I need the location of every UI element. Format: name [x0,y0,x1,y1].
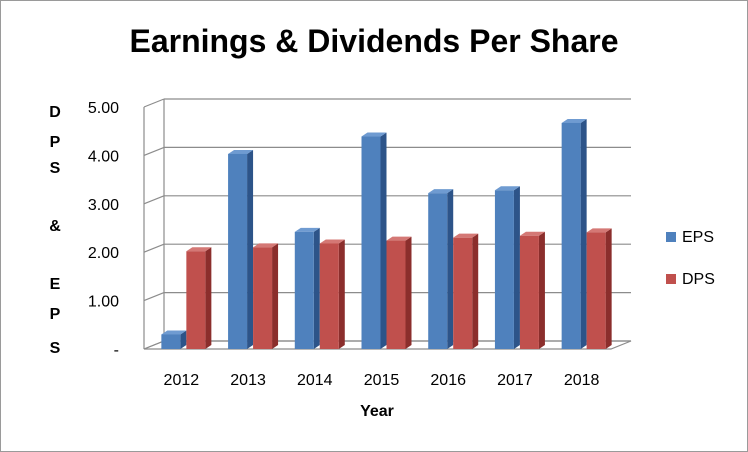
gridline-side [143,292,165,302]
bar-eps-2017 [494,186,520,349]
x-tick-label: 2018 [564,372,600,389]
bar-side [338,239,345,349]
bar-eps-2013 [228,149,254,349]
bar-front [586,232,606,349]
bar-side [513,186,520,349]
bar-side [580,118,587,349]
y-tick-label: 4.00 [88,148,119,165]
bar-side [538,231,545,349]
y-axis-title-letter: & [49,218,61,235]
x-tick-label: 2013 [230,372,266,389]
bar-top [519,231,545,236]
y-tick-label: - [114,342,119,359]
x-tick-label: 2017 [497,372,533,389]
bar-eps-2018 [561,118,587,349]
bar-dps-2013 [253,243,279,349]
bar-side [247,149,254,349]
bar-dps-2014 [319,239,345,349]
bar-front [294,231,314,349]
bar-side [447,189,454,349]
bar-dps-2012 [186,247,212,349]
bar-top [319,239,345,244]
bar-dps-2017 [519,231,545,349]
y-axis-title-letter: D [49,104,61,121]
gridline-side [143,195,165,205]
chart-title: Earnings & Dividends Per Share [129,23,618,59]
legend-label-eps: EPS [682,229,714,246]
bars [161,118,612,349]
y-axis-title-letter: P [50,306,61,323]
bar-side [472,233,479,349]
bar-top [561,118,587,123]
bar-eps-2014 [294,227,320,349]
bar-top [494,186,520,191]
bar-front [186,251,206,349]
x-axis-title: Year [360,403,394,420]
x-tick-label: 2014 [297,372,333,389]
bar-side [405,236,412,349]
bar-front [253,247,273,349]
bar-top [228,149,254,154]
legend-swatch-dps [666,274,676,284]
gridline-side [143,243,165,253]
bar-eps-2015 [361,132,387,349]
bar-side [605,228,612,349]
bar-side [180,330,187,349]
x-tick-label: 2015 [364,372,400,389]
bar-front [561,122,581,349]
bar-side [205,247,212,349]
bar-top [186,247,212,252]
legend: EPS DPS [666,229,715,288]
bar-dps-2016 [453,233,479,349]
bar-top [428,189,454,194]
bar-top [161,330,187,335]
y-axis-title: DPS&EPS [49,104,61,357]
y-axis-ticks: - 1.00 2.00 3.00 4.00 5.00 [88,100,119,359]
x-tick-label: 2016 [430,372,466,389]
y-tick-label: 3.00 [88,197,119,214]
x-axis-ticks: 2012 2013 2014 2015 2016 2017 2018 [164,372,600,389]
bar-top [586,228,612,233]
legend-swatch-eps [666,232,676,242]
bar-front [361,136,381,349]
gridline-side [143,98,165,108]
bar-top [253,243,279,248]
y-axis-title-letter: E [50,276,61,293]
x-tick-label: 2012 [164,372,200,389]
bar-front [519,235,539,349]
bar-top [294,227,320,232]
bar-side [313,227,320,349]
bar-front [161,334,181,349]
bar-front [228,153,248,349]
y-tick-label: 5.00 [88,100,119,117]
y-axis-title-letter: S [50,160,61,177]
y-axis-title-letter: P [50,134,61,151]
y-tick-label: 1.00 [88,294,119,311]
bar-side [380,132,387,349]
bar-front [386,240,406,349]
y-tick-label: 2.00 [88,245,119,262]
bar-top [361,132,387,137]
bar-side [272,243,279,349]
bar-top [453,233,479,238]
bar-dps-2015 [386,236,412,349]
legend-label-dps: DPS [682,271,715,288]
bar-top [386,236,412,241]
bar-front [428,193,448,349]
bar-front [494,190,514,349]
bar-front [453,237,473,349]
gridline-side [143,146,165,156]
bar-eps-2016 [428,189,454,349]
bar-eps-2012 [161,330,187,349]
bar-front [319,243,339,349]
y-axis-title-letter: S [50,340,61,357]
bar-dps-2018 [586,228,612,349]
